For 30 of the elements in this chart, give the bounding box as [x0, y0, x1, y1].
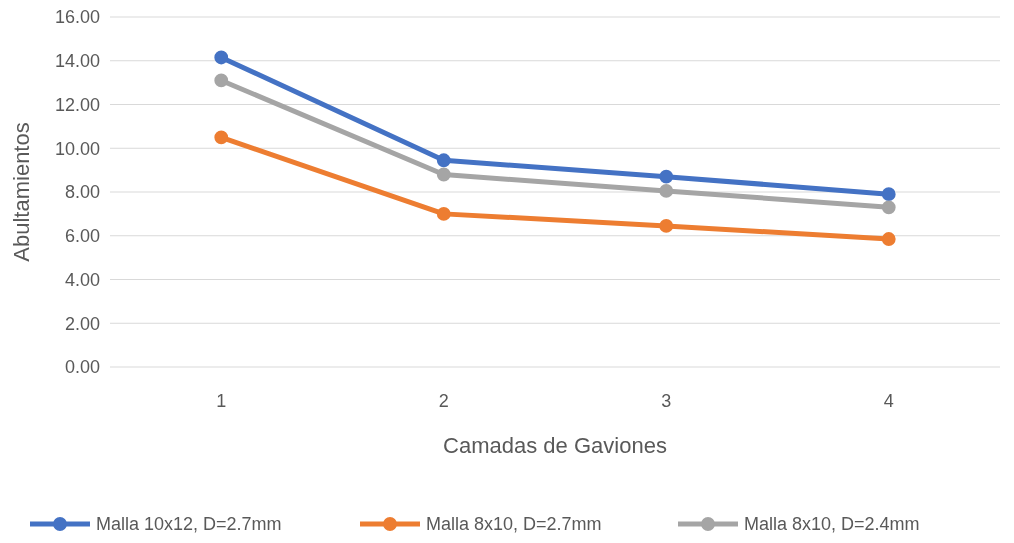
point: [659, 184, 674, 198]
point: [214, 73, 229, 88]
point: [436, 206, 451, 221]
y-axis-title: Abultamientos: [9, 122, 34, 262]
y-tick-label: 8.00: [64, 182, 100, 203]
x-tick-label: 2: [438, 391, 449, 411]
y-tick-label: 14.00: [54, 51, 100, 72]
point: [436, 167, 451, 182]
x-axis-title: Camadas de Gaviones: [443, 433, 667, 458]
legend-label: Malla 10x12, D=2.7mm: [96, 514, 282, 535]
point: [881, 232, 896, 246]
x-tick-label: 1: [216, 391, 227, 411]
x-tick-label: 4: [883, 391, 894, 411]
y-tick-label: 10.00: [54, 138, 100, 159]
point: [881, 200, 896, 215]
legend-label: Malla 8x10, D=2.4mm: [744, 514, 920, 535]
y-tick-label: 12.00: [54, 94, 100, 115]
point: [881, 187, 896, 202]
y-tick-label: 6.00: [64, 226, 100, 247]
x-tick-label: 3: [661, 391, 672, 411]
point: [436, 153, 451, 168]
legend-label: Malla 8x10, D=2.7mm: [426, 514, 602, 535]
point: [214, 130, 229, 145]
point: [214, 50, 229, 65]
y-tick-label: 4.00: [64, 269, 100, 290]
y-tick-label: 16.00: [54, 7, 100, 28]
point: [659, 219, 674, 233]
y-tick-label: 0.00: [64, 357, 100, 378]
point: [659, 169, 674, 184]
y-tick-label: 2.00: [64, 313, 100, 334]
